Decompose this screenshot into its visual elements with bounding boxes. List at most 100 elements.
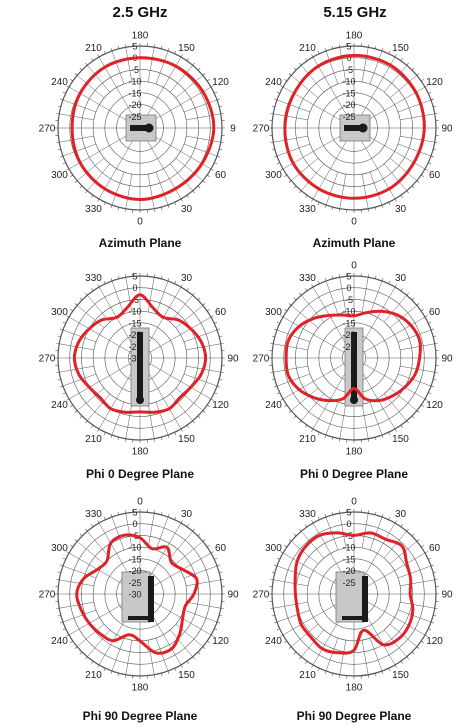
angle-tick-label: 210	[299, 434, 316, 445]
grid-tick	[299, 292, 302, 296]
grid-tick	[220, 607, 224, 610]
grid-tick	[270, 607, 274, 610]
grid-spoke	[62, 373, 97, 387]
grid-tick	[219, 571, 223, 574]
grid-spoke	[400, 343, 435, 351]
grid-spoke	[397, 143, 432, 157]
angle-tick-label: 240	[265, 400, 282, 411]
angle-tick-label: 240	[51, 77, 68, 88]
grid-tick	[400, 194, 403, 198]
grid-tick	[192, 420, 195, 424]
polar-plot-azimuth-5-15ghz: 50-5-10-15-20-25180150120906030033030027…	[253, 31, 453, 228]
grid-tick	[57, 105, 61, 108]
grid-spoke	[325, 401, 339, 436]
grid-tick	[66, 634, 70, 637]
angle-tick-label: 30	[395, 204, 407, 215]
grid-tick	[374, 207, 377, 211]
column-title-2-5ghz: 2.5 GHz	[112, 4, 168, 21]
grid-tick	[338, 44, 341, 48]
grid-spoke	[125, 640, 133, 675]
grid-tick	[381, 48, 384, 52]
grid-tick	[206, 640, 210, 643]
grid-tick	[180, 428, 183, 432]
grid-tick	[388, 432, 391, 436]
grid-tick	[124, 44, 127, 48]
grid-tick	[271, 614, 275, 617]
grid-tick	[338, 674, 341, 678]
grid-tick	[110, 278, 113, 282]
grid-tick	[103, 668, 106, 672]
device-body	[121, 571, 151, 623]
grid-tick	[420, 640, 424, 643]
grid-spoke	[111, 637, 125, 672]
grid-tick	[79, 67, 83, 71]
grid-spoke	[397, 609, 432, 623]
grid-tick	[270, 342, 274, 345]
grid-tick	[317, 516, 320, 520]
grid-spoke	[325, 171, 339, 206]
grid-tick	[324, 48, 327, 52]
plot-title-phi0-5-15ghz: Phi 0 Degree Plane	[299, 467, 409, 481]
plot-title-azimuth-5-15ghz: Azimuth Plane	[312, 236, 396, 250]
grid-tick	[62, 321, 66, 324]
grid-spoke	[77, 387, 105, 411]
radial-tick-label: 5	[132, 508, 137, 518]
grid-spoke	[77, 541, 105, 565]
grid-tick	[206, 309, 210, 312]
grid-spoke	[383, 163, 407, 191]
grid-spoke	[339, 47, 347, 82]
grid-tick	[85, 528, 88, 532]
grid-spoke	[359, 56, 396, 118]
grid-tick	[210, 315, 214, 318]
grid-tick	[317, 668, 320, 672]
grid-tick	[167, 434, 170, 438]
grid-tick	[293, 297, 297, 301]
angle-tick-label: 210	[85, 43, 102, 54]
grid-tick	[394, 664, 397, 668]
grid-spoke	[276, 143, 311, 157]
grid-tick	[197, 185, 201, 189]
grid-tick	[110, 434, 113, 438]
grid-tick	[299, 528, 302, 532]
grid-tick	[62, 392, 66, 395]
angle-tick-label: 300	[51, 307, 68, 318]
grid-tick	[57, 378, 61, 381]
grid-tick	[406, 420, 409, 424]
angle-tick-label: 60	[429, 543, 441, 554]
grid-tick	[381, 434, 384, 438]
grid-tick	[219, 614, 223, 617]
grid-tick	[280, 551, 284, 554]
grid-tick	[433, 378, 437, 381]
grid-tick	[324, 434, 327, 438]
plot-title-phi0-2-5ghz: Phi 0 Degree Plane	[85, 467, 195, 481]
polar-grid	[55, 43, 225, 213]
grid-tick	[276, 321, 280, 324]
grid-tick	[186, 194, 189, 198]
device-image	[335, 571, 368, 623]
grid-tick	[85, 420, 88, 424]
grid-tick	[433, 105, 437, 108]
grid-spoke	[77, 305, 105, 329]
grid-spoke	[325, 280, 339, 315]
grid-tick	[110, 670, 113, 674]
grid-spoke	[62, 565, 97, 579]
radial-tick-label: 0	[346, 53, 351, 63]
grid-tick	[280, 168, 284, 171]
grid-tick	[338, 510, 341, 514]
grid-tick	[311, 428, 314, 432]
grid-tick	[420, 309, 424, 312]
grid-tick	[60, 328, 64, 331]
grid-tick	[174, 50, 177, 54]
grid-spoke	[155, 516, 169, 551]
grid-spoke	[364, 316, 426, 353]
grid-tick	[288, 646, 292, 649]
grid-tick	[406, 528, 409, 532]
grid-tick	[219, 378, 223, 381]
grid-tick	[311, 54, 314, 58]
radial-tick-label: -25	[342, 342, 355, 352]
grid-spoke	[62, 99, 97, 113]
grid-tick	[70, 309, 74, 312]
grid-tick	[220, 371, 224, 374]
grid-spoke	[150, 363, 212, 400]
grid-tick	[284, 404, 288, 407]
